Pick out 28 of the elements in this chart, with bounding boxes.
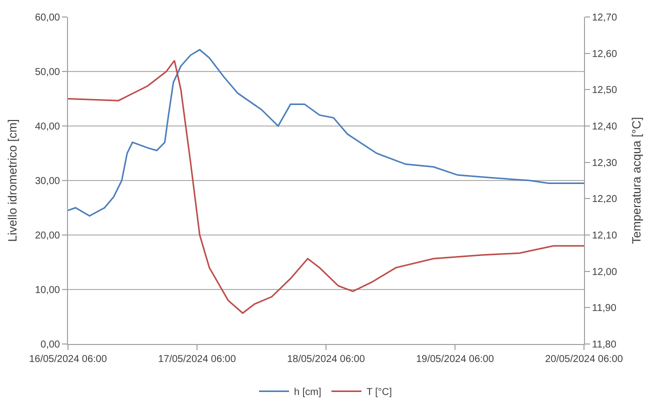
legend-label: h [cm]: [294, 387, 322, 398]
y-tick-label: 50,00: [34, 67, 60, 78]
x-tick-label: 19/05/2024 06:00: [416, 354, 494, 365]
line-series: [68, 60, 584, 314]
y-tick-label: 60,00: [34, 12, 60, 24]
y2-tick-label: 12,00: [592, 266, 618, 278]
y-axis-title: Livello idrometrico [cm]: [5, 119, 20, 242]
y2-tick-label: 12,50: [592, 85, 618, 96]
legend-label: T [°C]: [366, 387, 392, 398]
x-tick-label: 17/05/2024 06:00: [158, 354, 236, 365]
x-tick-label: 16/05/2024 06:00: [29, 354, 108, 365]
y2-tick-label: 12,40: [592, 122, 618, 132]
y2-tick-label: 12,70: [592, 12, 618, 24]
y-tick-label: 40,00: [34, 122, 60, 132]
y2-tick-label: 12,20: [592, 194, 618, 206]
line-series: [68, 48, 584, 217]
y2-tick-label: 12,60: [592, 48, 618, 60]
y-tick-label: 30,00: [34, 176, 60, 187]
x-tick-label: 18/05/2024 06:00: [287, 354, 366, 365]
y-tick-label: 0,00: [40, 340, 60, 350]
y2-tick-label: 12,10: [592, 230, 618, 242]
y2-tick-label: 11,90: [592, 303, 617, 314]
y2-tick-label: 11,80: [592, 340, 617, 350]
x-tick-label: 20/05/2024 06:00: [545, 354, 624, 365]
y2-tick-label: 12,30: [592, 158, 618, 169]
y-tick-label: 20,00: [34, 230, 60, 242]
y-tick-label: 10,00: [34, 285, 60, 296]
y2-axis-title: Temperatura acqua [°C]: [629, 117, 644, 244]
